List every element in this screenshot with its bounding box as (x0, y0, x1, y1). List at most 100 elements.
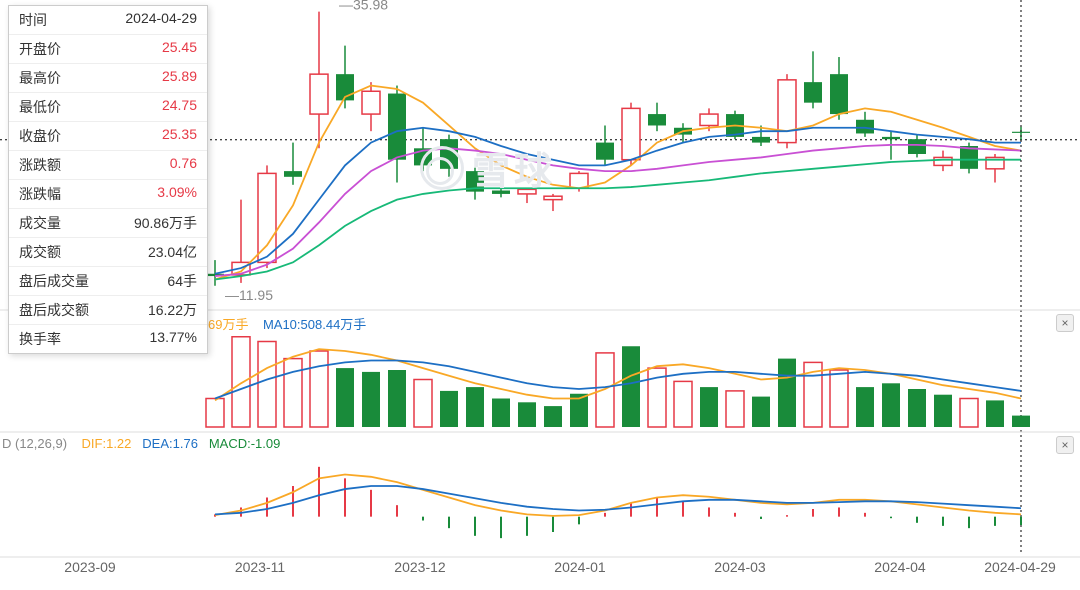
tooltip-row: 盘后成交量 64手 (9, 267, 207, 296)
ma-line (215, 128, 1021, 274)
candle-body[interactable] (700, 114, 718, 125)
candle-body[interactable] (596, 143, 614, 160)
tooltip-row: 时间2024-04-29 (9, 6, 207, 35)
tooltip-row: 盘后成交额16.22万 (9, 296, 207, 325)
macd-params: D (12,26,9) (2, 436, 67, 451)
tooltip-row: 开盘价25.45 (9, 35, 207, 64)
volume-bar[interactable] (466, 387, 484, 427)
tooltip-label: 收盘价 (19, 126, 61, 146)
x-axis-label: 2023-11 (235, 559, 286, 575)
tooltip-row: 换手率 13.77% (9, 325, 207, 353)
ma-line (215, 361, 1021, 399)
tooltip-value: 25.35 (162, 126, 197, 146)
volume-bar[interactable] (778, 359, 796, 427)
volume-bar[interactable] (960, 399, 978, 428)
tooltip-label: 换手率 (19, 329, 61, 349)
macd-dea: DEA:1.76 (142, 436, 198, 451)
tooltip-value: 23.04亿 (148, 242, 197, 262)
tooltip-label: 最高价 (19, 68, 61, 88)
candle-body[interactable] (310, 74, 328, 114)
volume-bar[interactable] (336, 368, 354, 427)
candle-body[interactable] (622, 108, 640, 159)
candle-body[interactable] (544, 196, 562, 199)
volume-bar[interactable] (388, 370, 406, 427)
tooltip-label: 盘后成交量 (19, 271, 89, 291)
ohlc-tooltip: 时间2024-04-29开盘价25.45 最高价 25.89 最低价 24.75 收盘价 2… (8, 5, 208, 354)
volume-bar[interactable] (518, 402, 536, 427)
candle-body[interactable] (648, 114, 666, 125)
candle-body[interactable] (284, 171, 302, 177)
tooltip-label: 时间 (19, 10, 47, 30)
volume-bar[interactable] (622, 346, 640, 427)
volume-bar[interactable] (414, 380, 432, 428)
tooltip-value: 13.77% (150, 329, 197, 349)
vol-ma5: 69万手 (208, 317, 248, 332)
macd-dif: DIF:1.22 (82, 436, 132, 451)
watermark-text: 雪球 (472, 140, 556, 195)
tooltip-value: 0.76 (170, 155, 197, 175)
panel-close-button[interactable]: × (1056, 314, 1074, 332)
volume-legend: 69万手 MA10:508.44万手 (208, 314, 366, 333)
candle-body[interactable] (258, 173, 276, 262)
tooltip-value: 90.86万手 (134, 213, 197, 233)
volume-bar[interactable] (856, 387, 874, 427)
candle-body[interactable] (778, 80, 796, 143)
ma-line (215, 145, 1021, 276)
volume-bar[interactable] (700, 387, 718, 427)
candle-body[interactable] (882, 137, 900, 139)
volume-bar[interactable] (1012, 416, 1030, 427)
tooltip-value: 25.45 (162, 39, 197, 59)
x-axis-label: 2023-09 (64, 559, 116, 575)
tooltip-value: 64手 (167, 271, 197, 291)
macd-val: MACD:-1.09 (209, 436, 281, 451)
volume-bar[interactable] (674, 381, 692, 427)
x-axis-label: 2024-03 (714, 559, 766, 575)
volume-bar[interactable] (934, 395, 952, 427)
candle-body[interactable] (934, 157, 952, 165)
volume-bar[interactable] (362, 372, 380, 427)
tooltip-label: 涨跌额 (19, 155, 61, 175)
volume-bar[interactable] (986, 400, 1004, 427)
candle-body[interactable] (362, 91, 380, 114)
candle-body[interactable] (804, 82, 822, 103)
volume-bar[interactable] (310, 351, 328, 427)
watermark: 雪球 (420, 140, 556, 195)
tooltip-row: 成交额23.04亿 (9, 238, 207, 267)
tooltip-row: 最低价 24.75 (9, 93, 207, 122)
tooltip-row: 成交量90.86万手 (9, 209, 207, 238)
macd-legend: D (12,26,9) DIF:1.22 DEA:1.76 MACD:-1.09 (2, 436, 280, 451)
tooltip-row: 涨跌额 0.76 (9, 151, 207, 180)
tooltip-value: 24.75 (162, 97, 197, 117)
tooltip-value: 3.09% (157, 184, 197, 204)
volume-bar[interactable] (908, 389, 926, 427)
volume-bar[interactable] (492, 399, 510, 428)
tooltip-row: 涨跌幅 3.09% (9, 180, 207, 209)
tooltip-label: 最低价 (19, 97, 61, 117)
panel-close-button[interactable]: × (1056, 436, 1074, 454)
candle-body[interactable] (388, 94, 406, 160)
volume-bar[interactable] (284, 359, 302, 427)
volume-bar[interactable] (882, 383, 900, 427)
x-axis-label: 2024-04-29 (984, 559, 1056, 575)
x-axis-label: 2024-04 (874, 559, 926, 575)
watermark-icon (420, 146, 464, 190)
volume-bar[interactable] (258, 342, 276, 428)
tooltip-label: 盘后成交额 (19, 300, 89, 320)
tooltip-label: 涨跌幅 (19, 184, 61, 204)
volume-bar[interactable] (830, 370, 848, 427)
volume-bar[interactable] (752, 397, 770, 427)
candle-body[interactable] (752, 137, 770, 143)
candle-body[interactable] (856, 120, 874, 134)
vol-ma10-label: MA10: (263, 317, 301, 332)
candle-body[interactable] (908, 139, 926, 154)
tooltip-row: 收盘价 25.35 (9, 122, 207, 151)
volume-bar[interactable] (440, 391, 458, 427)
tooltip-value: 25.89 (162, 68, 197, 88)
volume-bar[interactable] (206, 399, 224, 428)
volume-bar[interactable] (726, 391, 744, 427)
candle-body[interactable] (830, 74, 848, 114)
x-axis-label: 2024-01 (554, 559, 606, 575)
volume-bar[interactable] (232, 337, 250, 427)
ma-line (215, 486, 1021, 514)
volume-bar[interactable] (544, 406, 562, 427)
